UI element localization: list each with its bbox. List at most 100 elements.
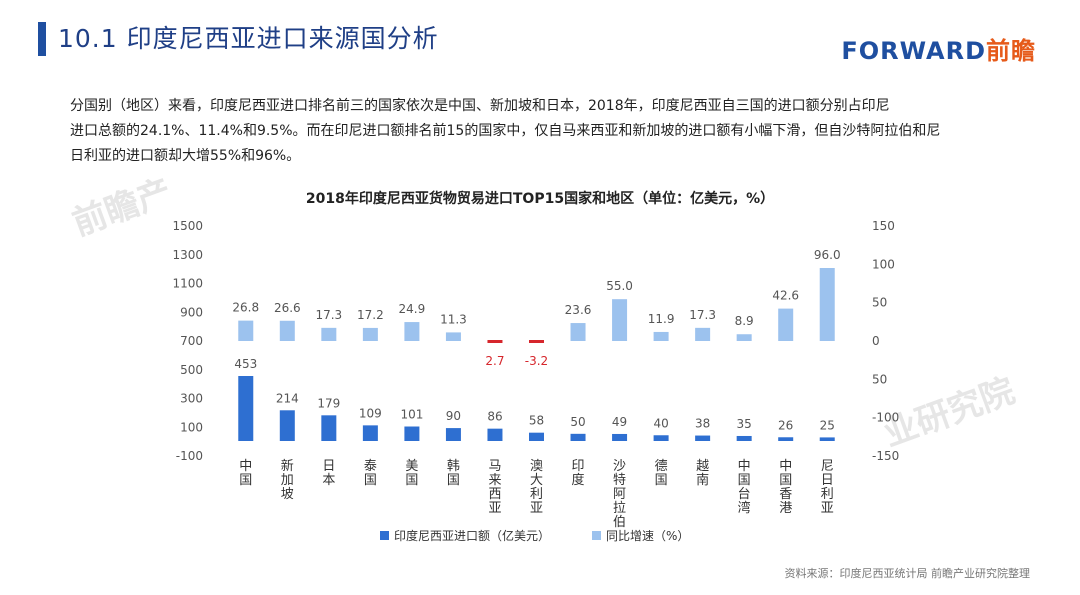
growth-value-label: 11.9 [648, 312, 675, 326]
paragraph-line: 进口总额的24.1%、11.4%和9.5%。而在印尼进口额排名前15的国家中，仅… [70, 123, 941, 139]
category-label: 阿 [613, 487, 626, 502]
category-label: 利 [530, 487, 543, 502]
amount-bar [653, 435, 669, 441]
category-label: 韩 [447, 459, 460, 474]
right-tick-label: -150 [872, 449, 899, 463]
amount-bar [362, 425, 378, 441]
right-tick-label: 150 [872, 219, 895, 233]
amount-bar [736, 435, 752, 441]
brand-logo[interactable]: FORWARD前瞻 [841, 31, 1036, 66]
category-label: 港 [779, 501, 792, 516]
amount-value-label: 50 [570, 415, 585, 429]
growth-bar [445, 332, 461, 341]
amount-value-label: 58 [529, 414, 544, 428]
category-label: 越 [696, 459, 709, 474]
left-tick-label: 500 [180, 363, 203, 377]
left-tick-label: 1100 [172, 277, 203, 291]
amount-value-label: 25 [820, 418, 835, 432]
left-tick-label: 1500 [172, 219, 203, 233]
growth-value-label: 17.2 [357, 308, 384, 322]
category-label: 德 [655, 459, 668, 474]
page-title: 10.1 印度尼西亚进口来源国分析 [58, 24, 439, 53]
amount-bar [570, 433, 586, 441]
category-label: 泰 [364, 459, 377, 474]
amount-bar [404, 426, 420, 441]
growth-value-label: -3.2 [525, 354, 548, 368]
amount-value-label: 179 [317, 396, 340, 410]
right-tick-label: 100 [872, 257, 895, 271]
right-tick-label: 0 [872, 334, 880, 348]
category-label: 亚 [821, 501, 834, 516]
amount-value-label: 26 [778, 418, 793, 432]
growth-value-label: 8.9 [735, 314, 754, 328]
category-label: 国 [738, 473, 751, 488]
left-tick-label: 700 [180, 334, 203, 348]
category-label: 尼 [821, 459, 834, 474]
right-tick-label: 50 [872, 372, 887, 386]
amount-value-label: 453 [234, 357, 257, 371]
amount-bar [321, 415, 337, 441]
category-label: 南 [696, 472, 709, 488]
category-label: 湾 [738, 500, 751, 516]
legend-swatch-growth [592, 531, 601, 540]
category-label: 西 [488, 487, 501, 502]
amount-value-label: 49 [612, 415, 627, 429]
growth-bar [487, 340, 503, 343]
category-label: 澳 [530, 458, 543, 474]
intro-paragraph: 分国别（地区）来看，印度尼西亚进口排名前三的国家依次是中国、新加坡和日本，201… [70, 94, 1030, 169]
paragraph-line: 日利亚的进口额却大增55%和96%。 [70, 148, 301, 164]
category-label: 中 [779, 459, 792, 474]
category-label: 加 [281, 473, 294, 488]
category-label: 国 [364, 473, 377, 488]
left-tick-label: -100 [176, 449, 203, 463]
category-label: 度 [572, 472, 585, 488]
bars: 453 26.8 214 26.6 179 17.3 109 17.2 101 24.9 90 11.… [232, 248, 841, 441]
growth-value-label: 42.6 [772, 289, 799, 303]
legend: 印度尼西亚进口额（亿美元） 同比增速（%） [380, 528, 689, 543]
growth-bar [778, 308, 794, 341]
category-label: 日 [322, 459, 335, 474]
category-label: 国 [655, 473, 668, 488]
category-label: 美 [405, 459, 418, 474]
growth-bar [362, 327, 378, 341]
growth-value-label: 55.0 [606, 279, 633, 293]
amount-value-label: 86 [487, 410, 502, 424]
left-tick-label: 1300 [172, 248, 203, 262]
growth-value-label: 23.6 [565, 303, 592, 317]
amount-bar [612, 433, 628, 441]
growth-value-label: 24.9 [399, 302, 426, 316]
amount-bar [778, 437, 794, 441]
growth-value-label: 17.3 [315, 308, 342, 322]
category-label: 国 [405, 473, 418, 488]
growth-value-label: 26.6 [274, 301, 301, 315]
category-label: 亚 [488, 501, 501, 516]
category-label: 来 [488, 473, 501, 488]
amount-value-label: 35 [737, 417, 752, 431]
right-axis: 150 100 50 0 50 -100 -150 [872, 219, 899, 463]
left-tick-label: 300 [180, 392, 203, 406]
category-label: 国 [779, 473, 792, 488]
category-label: 台 [738, 487, 751, 502]
amount-bar [695, 435, 711, 441]
growth-value-label: 96.0 [814, 248, 841, 262]
legend-swatch-amount [380, 531, 389, 540]
growth-bar [238, 320, 254, 341]
legend-label-growth: 同比增速（%） [606, 529, 689, 543]
amount-value-label: 40 [653, 416, 668, 430]
growth-bar [529, 340, 544, 343]
chart-title: 2018年印度尼西亚货物贸易进口TOP15国家和地区（单位：亿美元，%） [305, 191, 775, 207]
category-label: 国 [447, 473, 460, 488]
amount-bar [238, 376, 254, 441]
logo-cn: 前瞻 [986, 37, 1036, 65]
amount-value-label: 38 [695, 417, 710, 431]
growth-bar [653, 331, 669, 341]
category-label: 坡 [281, 487, 294, 502]
amount-value-label: 214 [276, 391, 299, 405]
growth-bar [279, 320, 295, 341]
growth-bar [819, 268, 835, 341]
growth-bar [404, 322, 420, 341]
logo-main: FORWARD [841, 37, 986, 65]
growth-value-label: 11.3 [440, 312, 467, 326]
growth-value-label: 17.3 [689, 308, 716, 322]
title-accent-bar [38, 22, 46, 56]
